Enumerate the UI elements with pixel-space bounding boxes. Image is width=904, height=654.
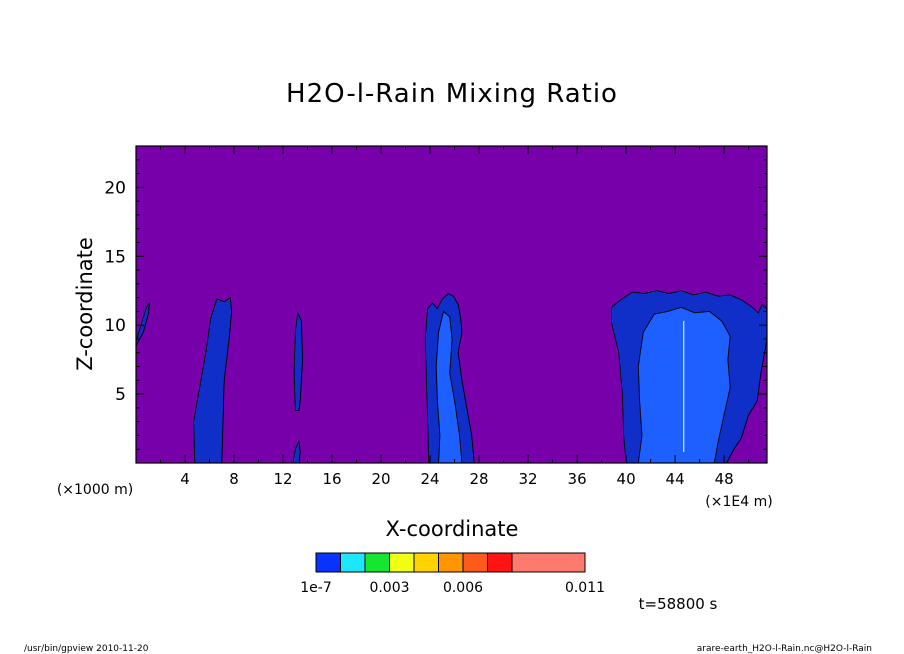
- contour-region: [135, 301, 151, 347]
- x-axis-label: X-coordinate: [386, 517, 519, 541]
- contour-regions: [135, 290, 768, 464]
- plot-frame: [135, 145, 768, 464]
- x-tick-label: 16: [322, 470, 341, 488]
- colorbar: 1e-7 0.003 0.006 0.011: [300, 552, 605, 596]
- colorbar-swatch: [315, 552, 341, 573]
- contour-region: [193, 296, 233, 464]
- plot-area: [135, 145, 768, 464]
- colorbar-swatch: [487, 552, 513, 573]
- colorbar-swatch: [340, 552, 366, 573]
- contour-region: [435, 310, 463, 464]
- x-tick-label: 32: [519, 470, 538, 488]
- footer-left: /usr/bin/gpview 2010-11-20: [24, 644, 149, 654]
- colorbar-swatch: [438, 552, 464, 573]
- x-tick-label: 36: [568, 470, 587, 488]
- colorbar-label: 0.003: [369, 580, 409, 596]
- x-tick-label: 40: [617, 470, 636, 488]
- chart-title: H2O-l-Rain Mixing Ratio: [286, 79, 618, 109]
- colorbar-swatch: [462, 552, 488, 573]
- x-tick-label: 28: [470, 470, 489, 488]
- y-axis: 5 10 15 20: [104, 159, 767, 450]
- x-tick-label: 12: [273, 470, 292, 488]
- y-tick-label: 15: [104, 247, 126, 267]
- x-tick-label: 8: [229, 470, 239, 488]
- colorbar-label: 0.006: [443, 580, 483, 596]
- x-unit-right: (×1E4 m): [705, 494, 772, 510]
- colorbar-label: 0.011: [565, 580, 605, 596]
- colorbar-swatch: [364, 552, 390, 573]
- colorbar-swatch: [389, 552, 415, 573]
- x-tick-label: 4: [180, 470, 190, 488]
- time-label: t=58800 s: [639, 595, 718, 613]
- x-tick-label: 48: [715, 470, 734, 488]
- y-tick-label: 20: [104, 178, 126, 198]
- x-tick-label: 20: [372, 470, 391, 488]
- x-tick-label: 24: [421, 470, 440, 488]
- colorbar-swatch: [413, 552, 439, 573]
- x-tick-label: 44: [666, 470, 685, 488]
- x-unit-left: (×1000 m): [57, 482, 133, 498]
- x-axis: 4 8 12 16 20 24 28 32 36 40 44 48: [160, 146, 750, 488]
- y-tick-label: 5: [115, 385, 126, 405]
- colorbar-label: 1e-7: [300, 580, 331, 596]
- y-axis-label: Z-coordinate: [73, 237, 97, 371]
- contour-region: [293, 311, 304, 412]
- footer-right: arare-earth_H2O-l-Rain.nc@H2O-l-Rain: [697, 644, 872, 654]
- colorbar-swatch: [511, 552, 586, 573]
- y-tick-label: 10: [104, 316, 126, 336]
